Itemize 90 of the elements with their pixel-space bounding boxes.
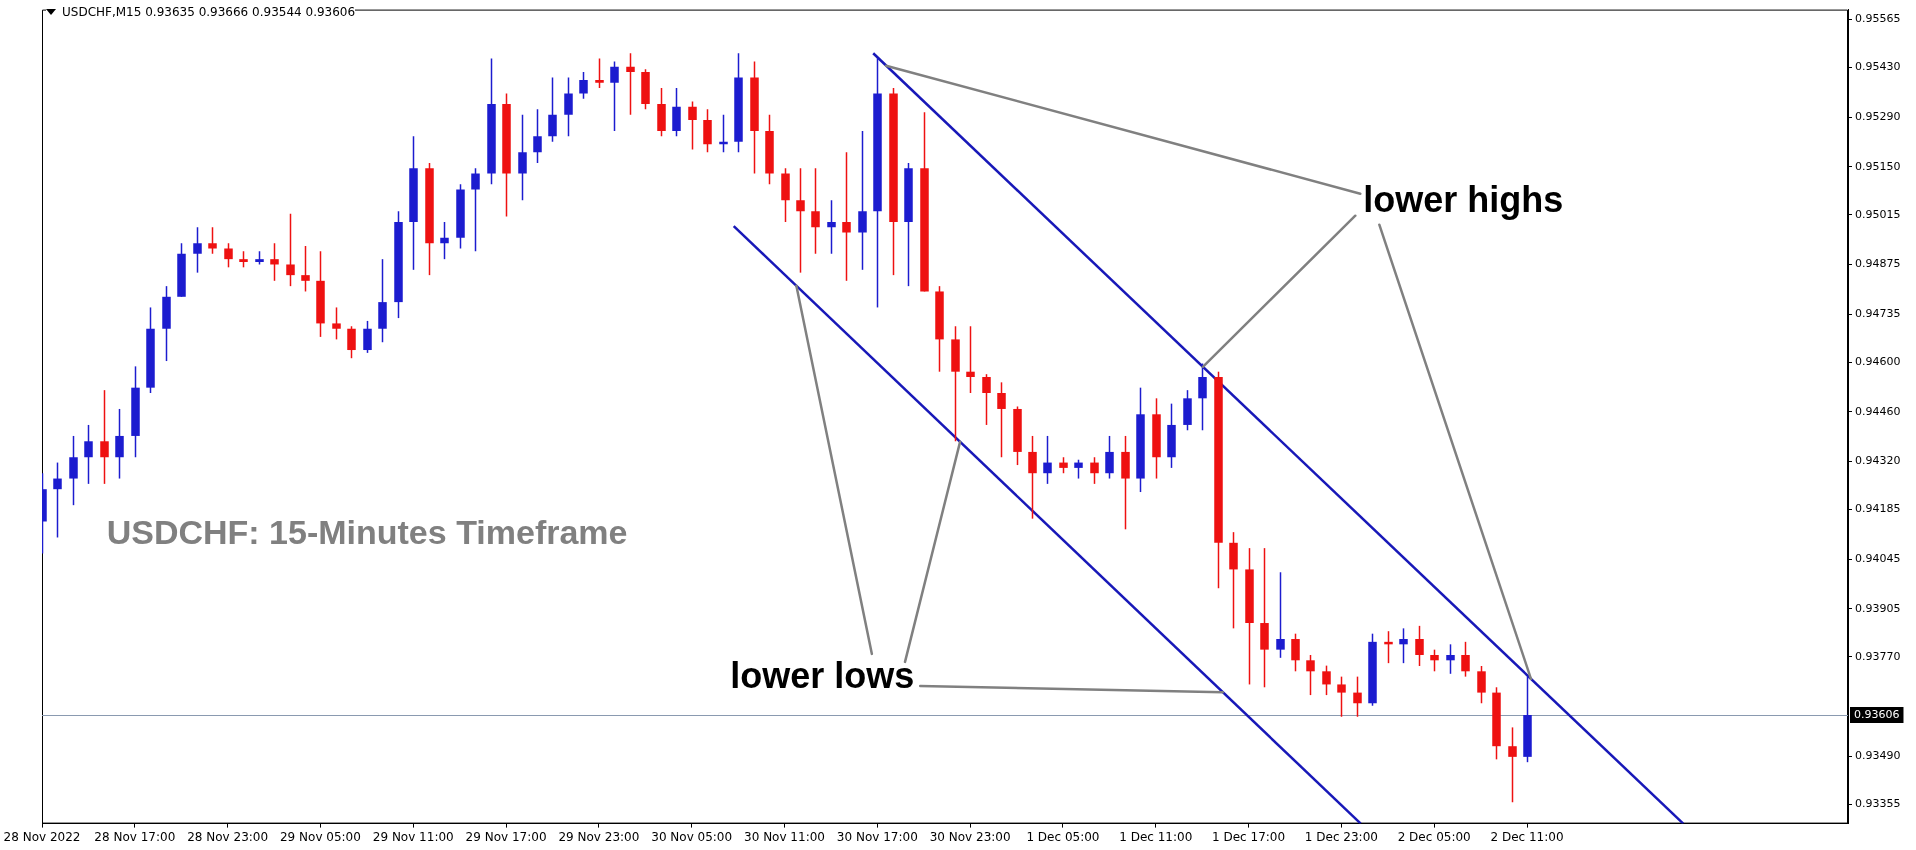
candlestick <box>1198 362 1207 432</box>
y-tick-label: 0.93905 <box>1855 601 1901 615</box>
candlestick <box>548 76 557 143</box>
candlestick <box>286 212 295 287</box>
candlestick <box>224 242 233 269</box>
candlestick <box>1043 435 1052 485</box>
x-tick-label: 1 Dec 17:00 <box>1212 829 1286 844</box>
x-tick-label: 28 Nov 2022 <box>3 829 81 844</box>
candlestick <box>982 373 991 426</box>
y-tick-label: 0.93355 <box>1855 796 1901 810</box>
candlestick <box>347 325 356 359</box>
x-tick-label: 2 Dec 11:00 <box>1490 829 1564 844</box>
candlestick <box>1337 675 1346 718</box>
candlestick <box>579 71 588 100</box>
candlestick <box>1105 435 1114 480</box>
candlestick <box>842 151 851 282</box>
candlestick <box>1430 648 1439 673</box>
candlestick <box>1399 627 1408 664</box>
y-tick-label: 0.95565 <box>1855 12 1901 26</box>
y-tick-label: 0.95290 <box>1855 110 1901 124</box>
x-tick-label: 29 Nov 23:00 <box>558 829 640 844</box>
candlestick <box>626 52 635 116</box>
candlestick <box>270 242 279 282</box>
candlestick <box>533 108 542 164</box>
x-tick-label: 29 Nov 05:00 <box>279 829 361 844</box>
candlestick <box>564 76 573 138</box>
candlestick <box>193 226 202 274</box>
y-tick-label: 0.94185 <box>1855 502 1901 516</box>
text: USDCHF: 15-Minutes Timeframe <box>106 513 628 552</box>
candlestick <box>518 113 527 201</box>
candlestick <box>115 408 124 480</box>
candlestick <box>53 461 62 539</box>
y-tick-label: 0.94460 <box>1855 404 1901 418</box>
x-tick-label: 1 Dec 11:00 <box>1119 829 1193 844</box>
candlestick <box>811 167 820 255</box>
chart-subtitle: USDCHF,M15 0.93635 0.93666 0.93544 0.93606 <box>62 5 356 19</box>
candlestick <box>301 245 310 293</box>
candlestick <box>1090 456 1099 485</box>
y-tick-label: 0.93770 <box>1855 649 1901 663</box>
candlestick <box>997 381 1006 458</box>
candlestick <box>1028 435 1037 520</box>
candlestick <box>1322 664 1331 696</box>
candlestick <box>1353 675 1362 718</box>
candlestick <box>69 435 78 506</box>
candlestick <box>440 221 449 260</box>
candlestick <box>610 60 619 132</box>
candlestick <box>84 424 93 485</box>
y-tick-label: 0.95430 <box>1855 60 1901 74</box>
y-tick-label: 0.94600 <box>1855 354 1901 368</box>
candlestick <box>1508 726 1517 804</box>
y-tick-label: 0.94735 <box>1855 307 1901 321</box>
x-tick-label: 30 Nov 23:00 <box>929 829 1011 844</box>
x-tick-label: 2 Dec 05:00 <box>1397 829 1471 844</box>
y-tick-label: 0.94875 <box>1855 257 1901 271</box>
candlestick <box>688 100 697 151</box>
candlestick <box>1446 643 1455 675</box>
candlestick <box>1461 641 1470 678</box>
y-tick-label: 0.94045 <box>1855 551 1901 565</box>
x-tick-label: 28 Nov 23:00 <box>187 829 269 844</box>
candlestick <box>100 389 109 485</box>
candlestick <box>1477 665 1486 705</box>
x-tick-label: 29 Nov 11:00 <box>372 829 454 844</box>
y-tick-label: 0.93490 <box>1855 749 1901 763</box>
y-tick-label: 0.94320 <box>1855 454 1901 468</box>
x-tick-label: 30 Nov 17:00 <box>836 829 918 844</box>
candlestick <box>1276 571 1285 659</box>
x-tick-label: 28 Nov 17:00 <box>94 829 176 844</box>
annotation: lower lows <box>730 654 915 696</box>
candlestick <box>1074 458 1083 480</box>
candlestick <box>363 320 372 354</box>
candlestick <box>796 167 805 274</box>
candlestick <box>966 325 975 394</box>
candlestick <box>827 199 836 255</box>
candlestick <box>858 130 867 271</box>
x-tick-label: 1 Dec 23:00 <box>1304 829 1378 844</box>
candlestick <box>332 306 341 341</box>
y-tick-label: 0.95015 <box>1855 207 1901 221</box>
x-tick-label: 1 Dec 05:00 <box>1026 829 1100 844</box>
annotation: lower highs <box>1363 178 1564 220</box>
x-tick-label: 30 Nov 05:00 <box>651 829 733 844</box>
candlestick <box>1306 654 1315 696</box>
y-tick-label: 0.95150 <box>1855 159 1901 173</box>
ref-line-label: 0.93606 <box>1854 707 1900 721</box>
candlestick <box>1291 632 1300 673</box>
x-tick-label: 30 Nov 11:00 <box>744 829 825 844</box>
candlestick <box>208 226 217 255</box>
candlestick <box>1415 625 1424 667</box>
x-tick-label: 29 Nov 17:00 <box>465 829 547 844</box>
candlestick <box>471 167 480 253</box>
candlestick <box>595 57 604 89</box>
